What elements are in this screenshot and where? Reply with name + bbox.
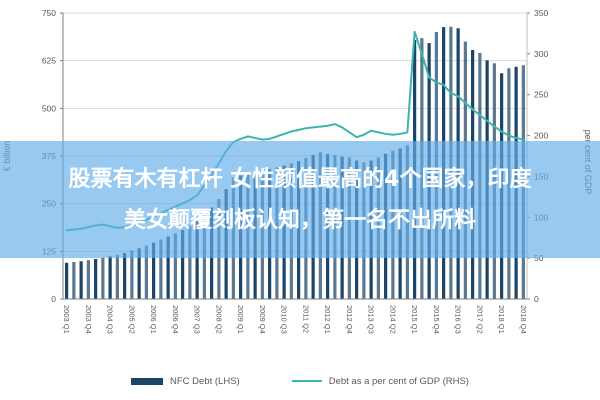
legend-label-nfc-debt: NFC Debt (LHS) — [170, 375, 240, 387]
watermark-banner: 股票有木有杠杆 女性颜值最高的4个国家，印度 美女颠覆刻板认知，第一名不出所料 — [0, 141, 600, 258]
svg-text:2006 Q1: 2006 Q1 — [149, 305, 158, 334]
svg-text:2012 Q1: 2012 Q1 — [323, 305, 332, 334]
svg-text:2015 Q1: 2015 Q1 — [410, 305, 419, 334]
svg-text:2015 Q4: 2015 Q4 — [432, 305, 441, 334]
svg-text:2018 Q1: 2018 Q1 — [497, 305, 506, 334]
svg-text:500: 500 — [42, 103, 56, 113]
svg-text:0: 0 — [51, 294, 56, 304]
svg-text:2003 Q4: 2003 Q4 — [84, 305, 93, 334]
svg-text:2011 Q2: 2011 Q2 — [301, 305, 310, 333]
svg-text:2005 Q2: 2005 Q2 — [127, 305, 136, 334]
svg-text:2018 Q4: 2018 Q4 — [519, 305, 528, 334]
svg-text:2003 Q1: 2003 Q1 — [62, 305, 71, 334]
svg-text:300: 300 — [534, 49, 548, 59]
svg-text:2013 Q3: 2013 Q3 — [367, 305, 376, 334]
svg-text:750: 750 — [42, 8, 56, 18]
legend-label-gdp-ratio: Debt as a per cent of GDP (RHS) — [328, 375, 469, 387]
svg-text:2008 Q2: 2008 Q2 — [214, 305, 223, 334]
svg-text:2014 Q2: 2014 Q2 — [388, 305, 397, 334]
legend-item-gdp-ratio: Debt as a per cent of GDP (RHS) — [291, 375, 469, 387]
svg-text:250: 250 — [534, 90, 548, 100]
svg-text:2012 Q4: 2012 Q4 — [345, 305, 354, 334]
line-series-swatch-icon — [291, 379, 322, 383]
svg-text:2004 Q3: 2004 Q3 — [106, 305, 115, 334]
bar-series-swatch-icon — [131, 377, 164, 385]
svg-text:2009 Q4: 2009 Q4 — [258, 305, 267, 334]
watermark-text-line2: 美女颠覆刻板认知，第一名不出所料 — [123, 207, 476, 233]
svg-text:625: 625 — [42, 56, 56, 66]
svg-text:2010 Q3: 2010 Q3 — [280, 305, 289, 334]
svg-text:350: 350 — [534, 8, 548, 18]
svg-text:2006 Q4: 2006 Q4 — [171, 305, 180, 334]
svg-text:2016 Q3: 2016 Q3 — [454, 305, 463, 334]
svg-text:0: 0 — [534, 294, 539, 304]
watermark-text-line1: 股票有木有杠杆 女性颜值最高的4个国家，印度 — [68, 166, 532, 192]
legend-item-nfc-debt: NFC Debt (LHS) — [131, 376, 240, 387]
chart-legend: NFC Debt (LHS) Debt as a per cent of GDP… — [0, 371, 600, 391]
svg-text:200: 200 — [534, 131, 548, 141]
svg-text:50: 50 — [534, 253, 544, 263]
svg-text:2009 Q1: 2009 Q1 — [236, 305, 245, 334]
svg-text:2017 Q2: 2017 Q2 — [475, 305, 484, 334]
svg-text:2007 Q3: 2007 Q3 — [193, 305, 202, 334]
